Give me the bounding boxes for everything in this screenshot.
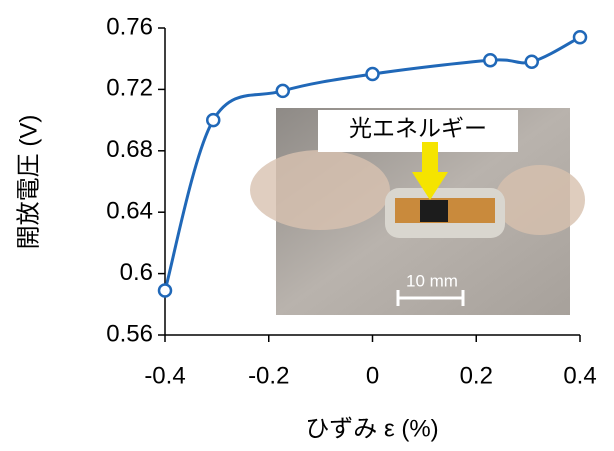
y-tick-label: 0.68: [106, 136, 153, 163]
point: [207, 114, 219, 126]
x-tick-label: 0.4: [563, 362, 596, 389]
annotation: 光エネルギー: [349, 115, 487, 141]
y-tick-label: 0.56: [106, 320, 153, 347]
point: [367, 68, 379, 80]
point: [159, 284, 171, 296]
scale-label: 10 mm: [406, 271, 458, 290]
point: [277, 85, 289, 97]
y-axis-label: 開放電圧 (V): [15, 115, 42, 250]
x-tick-label: -0.2: [248, 362, 289, 389]
x-tick-label: 0.2: [460, 362, 493, 389]
x-axis-label: ひずみ ε (%): [305, 415, 438, 442]
x-tick-label: -0.4: [144, 362, 185, 389]
point: [484, 54, 496, 66]
point: [526, 56, 538, 68]
y-tick-label: 0.6: [120, 259, 153, 286]
point: [574, 31, 586, 43]
y-tick-label: 0.64: [106, 198, 153, 225]
inset-photo: 光エネルギー 10 mm: [250, 108, 585, 315]
chart: 光エネルギー 10 mm 開放電圧 (V) ひずみ ε (%) 0.56 0.6 0…: [0, 0, 614, 446]
y-tick-label: 0.72: [106, 75, 153, 102]
y-tick-label: 0.76: [106, 13, 153, 40]
x-tick-label: 0: [366, 362, 379, 389]
